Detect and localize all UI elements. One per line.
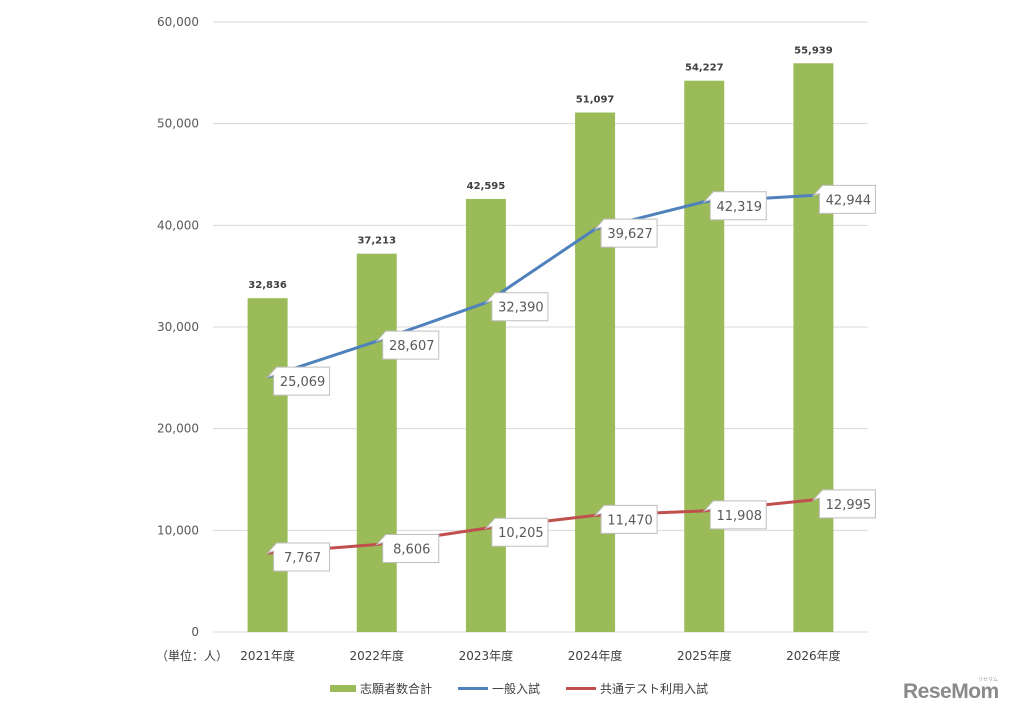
resemom-logo: ReseMom bbox=[903, 680, 999, 703]
x-tick-label: 2023年度 bbox=[459, 648, 514, 663]
legend-label: 一般入試 bbox=[492, 682, 541, 696]
line-path bbox=[267, 193, 814, 379]
y-tick-label: 20,000 bbox=[157, 422, 199, 436]
data-callout: 7,767 bbox=[265, 542, 331, 572]
bar-value-label: 55,939 bbox=[794, 45, 833, 56]
x-tick-label: 2025年度 bbox=[677, 648, 732, 663]
svg-text:12,995: 12,995 bbox=[826, 498, 872, 513]
bar-value-label: 37,213 bbox=[357, 236, 396, 247]
y-tick-label: 0 bbox=[191, 625, 199, 639]
svg-text:25,069: 25,069 bbox=[280, 375, 326, 390]
data-callout: 11,908 bbox=[702, 500, 767, 530]
data-callout: 25,069 bbox=[265, 366, 331, 396]
y-tick-label: 40,000 bbox=[157, 218, 199, 232]
data-callout: 28,607 bbox=[375, 330, 440, 360]
data-callout: 32,390 bbox=[484, 292, 549, 322]
legend-label: 共通テスト利用入試 bbox=[600, 682, 709, 696]
svg-text:7,767: 7,767 bbox=[284, 551, 321, 566]
svg-text:42,319: 42,319 bbox=[717, 200, 763, 215]
data-callout: 10,205 bbox=[484, 517, 549, 547]
svg-text:42,944: 42,944 bbox=[826, 193, 872, 208]
data-callout: 42,319 bbox=[702, 191, 767, 221]
data-callout: 8,606 bbox=[375, 534, 440, 564]
y-tick-label: 30,000 bbox=[157, 320, 199, 334]
y-tick-label: 50,000 bbox=[157, 117, 199, 131]
legend-item-common-test: 共通テスト利用入試 bbox=[566, 680, 708, 697]
svg-text:39,627: 39,627 bbox=[607, 227, 653, 242]
resemom-logo-sup: リセマム bbox=[978, 677, 999, 683]
bar bbox=[575, 112, 616, 632]
legend-item-total: 志願者数合計 bbox=[330, 680, 432, 697]
legend-label: 志願者数合計 bbox=[360, 682, 433, 696]
legend-swatch-line bbox=[566, 687, 597, 690]
y-tick-label: 10,000 bbox=[157, 523, 199, 537]
svg-text:11,908: 11,908 bbox=[717, 509, 763, 524]
x-tick-label: 2026年度 bbox=[786, 648, 841, 663]
line-series: 25,069 28,607 32,390 39,627 42,319 42,944 7,76… bbox=[265, 184, 876, 572]
bar bbox=[247, 298, 288, 632]
data-callout: 12,995 bbox=[811, 489, 876, 519]
data-callout: 42,944 bbox=[811, 184, 876, 214]
svg-text:11,470: 11,470 bbox=[607, 513, 653, 528]
legend-item-general: 一般入試 bbox=[458, 680, 540, 697]
bar bbox=[684, 80, 725, 633]
x-tick-label: 2024年度 bbox=[568, 648, 623, 663]
bar-value-label: 42,595 bbox=[467, 181, 506, 192]
data-callout: 39,627 bbox=[593, 218, 658, 248]
bar-value-label: 32,836 bbox=[248, 280, 287, 291]
bar bbox=[465, 198, 506, 632]
y-tick-label: 60,000 bbox=[157, 15, 199, 29]
svg-text:10,205: 10,205 bbox=[498, 526, 544, 541]
svg-text:32,390: 32,390 bbox=[498, 301, 544, 316]
x-tick-label: 2022年度 bbox=[349, 648, 404, 663]
legend-swatch-bar bbox=[330, 685, 356, 692]
svg-text:8,606: 8,606 bbox=[393, 543, 430, 558]
data-callout: 11,470 bbox=[593, 504, 658, 534]
bar-value-label: 51,097 bbox=[576, 95, 615, 106]
legend: 志願者数合計 一般入試 共通テスト利用入試 bbox=[330, 680, 708, 697]
unit-label: （単位：人） bbox=[156, 648, 228, 663]
y-axis: 0 10,000 20,000 30,000 40,000 50,000 60,000 bbox=[157, 15, 199, 639]
bar-series: 32,836 37,213 42,595 51,097 54,227 55,939 bbox=[247, 45, 834, 633]
x-axis: 2021年度 2022年度 2023年度 2024年度 2025年度 2026年度 bbox=[240, 648, 840, 663]
gridlines bbox=[213, 21, 868, 633]
bar bbox=[793, 63, 834, 632]
bar-value-label: 54,227 bbox=[685, 63, 724, 74]
svg-text:28,607: 28,607 bbox=[389, 339, 435, 354]
bar bbox=[356, 253, 397, 632]
x-tick-label: 2021年度 bbox=[240, 648, 295, 663]
legend-swatch-line bbox=[458, 687, 489, 690]
